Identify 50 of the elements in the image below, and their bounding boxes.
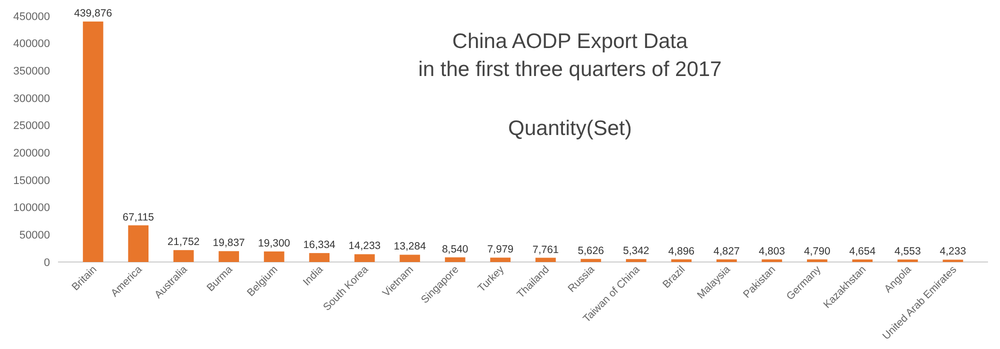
data-label: 16,334 (303, 239, 336, 252)
y-tick-label: 0 (44, 256, 50, 269)
bar (400, 254, 420, 262)
data-label: 4,790 (804, 245, 830, 258)
bar (218, 251, 240, 262)
text: Quantity(Set) (508, 117, 632, 140)
data-label: 7,761 (532, 244, 559, 256)
bar (490, 258, 511, 262)
bar (354, 254, 375, 262)
data-label: 439,876 (74, 8, 112, 20)
y-tick-label: 200000 (13, 148, 50, 160)
bar (716, 259, 737, 262)
data-label: 5,342 (623, 245, 650, 258)
bar (671, 259, 692, 262)
y-tick-label: 150000 (13, 174, 50, 187)
data-label: 4,803 (758, 245, 786, 258)
bar (762, 259, 782, 262)
y-tick-label: 250000 (13, 120, 50, 132)
y-tick-label: 450000 (13, 10, 50, 23)
bar (82, 22, 104, 262)
data-label: 7,979 (487, 244, 514, 256)
data-label: 14,233 (348, 240, 381, 252)
data-label: 4,827 (714, 245, 740, 258)
y-tick-label: 50000 (19, 230, 50, 242)
bar (852, 259, 873, 262)
bar (264, 251, 284, 262)
y-tick-label: 350000 (13, 66, 50, 78)
data-label: 4,896 (668, 245, 695, 258)
bar (173, 250, 194, 262)
data-label: 4,553 (894, 246, 921, 258)
data-label: 4,233 (940, 246, 966, 258)
data-label: 13,284 (394, 240, 426, 253)
data-label: 21,752 (168, 236, 200, 248)
y-tick-label: 300000 (13, 92, 50, 105)
bar (580, 258, 602, 262)
bar (626, 259, 646, 262)
data-label: 5,626 (578, 244, 604, 257)
data-label: 67,115 (122, 211, 154, 224)
data-label: 4,654 (849, 245, 876, 258)
bar (444, 257, 466, 262)
data-label: 19,837 (212, 237, 246, 250)
data-label: 8,540 (442, 243, 468, 256)
text: China AODP Export Data in the first three quarters of 2017 (418, 30, 722, 81)
y-tick-label: 400000 (13, 38, 50, 50)
bar (535, 258, 556, 262)
data-label: 19,300 (258, 237, 290, 250)
bar (128, 225, 149, 262)
bar (806, 259, 828, 262)
bar (309, 253, 330, 262)
y-tick-label: 100000 (13, 202, 50, 214)
